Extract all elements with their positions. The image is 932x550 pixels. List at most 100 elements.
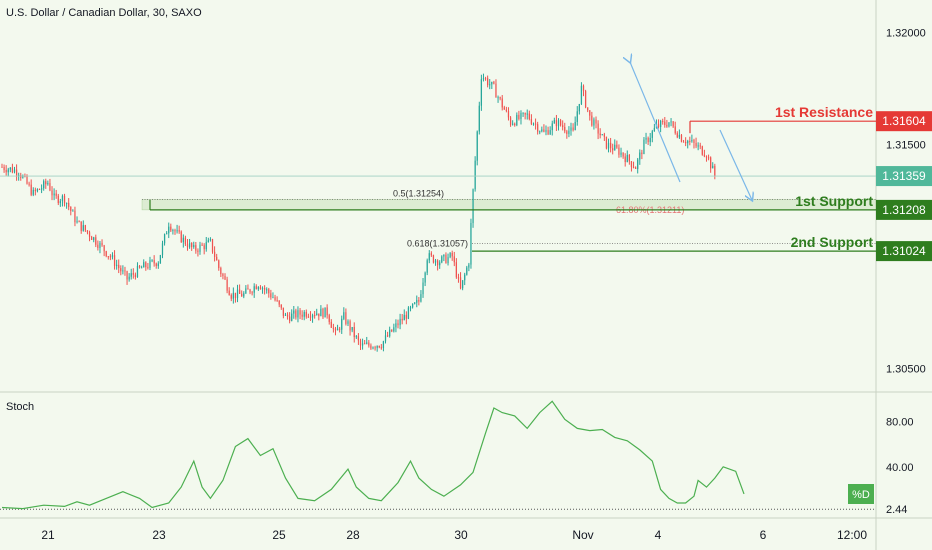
candle-body xyxy=(334,328,337,331)
candle-body xyxy=(676,133,678,138)
candle-body xyxy=(553,120,555,124)
candle-body xyxy=(11,167,14,173)
candle-body xyxy=(445,254,447,264)
candle-body xyxy=(710,157,712,169)
candle-body xyxy=(472,189,474,224)
candle-body xyxy=(143,262,145,268)
candle-body xyxy=(213,251,216,257)
candle-body xyxy=(641,152,643,155)
candle-body xyxy=(226,279,228,291)
candle-body xyxy=(193,245,195,247)
candle-body xyxy=(268,289,270,294)
candle-body xyxy=(424,272,426,283)
candle-body xyxy=(347,321,349,324)
candle-body xyxy=(95,237,97,245)
candle-body xyxy=(243,293,245,297)
candle-body xyxy=(101,242,103,246)
candle-body xyxy=(228,290,230,296)
candle-body xyxy=(24,176,26,178)
candle-body xyxy=(47,183,49,185)
candle-body xyxy=(138,265,141,268)
candle-body xyxy=(103,245,105,252)
candle-body xyxy=(649,137,651,143)
candle-body xyxy=(449,252,451,258)
candle-body xyxy=(712,165,714,169)
candle-body xyxy=(476,131,478,161)
stoch-title: Stoch xyxy=(6,401,35,413)
candle-body xyxy=(309,316,312,318)
candle-body xyxy=(607,142,610,149)
candle-body xyxy=(455,262,457,278)
candle-body xyxy=(174,230,176,232)
time-tick-label: Nov xyxy=(572,528,593,542)
candle-body xyxy=(422,282,424,295)
candle-body xyxy=(293,310,295,314)
candle-body xyxy=(324,307,326,318)
candle-body xyxy=(626,154,628,163)
candle-body xyxy=(632,166,635,168)
candle-body xyxy=(574,121,576,131)
time-tick-label: 28 xyxy=(346,528,360,542)
candle-body xyxy=(612,148,614,151)
candle-body xyxy=(72,210,74,212)
candle-body xyxy=(572,127,574,131)
candle-body xyxy=(562,125,564,128)
trend-arrow-down xyxy=(630,62,681,183)
candle-body xyxy=(666,124,668,127)
candle-body xyxy=(539,131,541,133)
candle-body xyxy=(322,308,324,318)
candle-body xyxy=(186,244,189,248)
candle-body xyxy=(703,154,706,157)
candle-body xyxy=(99,242,101,248)
candle-body xyxy=(439,262,441,266)
candle-body xyxy=(153,260,155,264)
candle-body xyxy=(341,318,343,330)
time-tick-label: 30 xyxy=(454,528,468,542)
time-tick-label: 25 xyxy=(272,528,286,542)
candle-body xyxy=(349,321,351,331)
time-axis: 21 23 25 28 30 Nov 4 6 12:00 xyxy=(41,528,867,542)
time-tick-label: 21 xyxy=(41,528,55,542)
candle-body xyxy=(255,286,257,290)
candle-body xyxy=(13,169,16,173)
candle-body xyxy=(420,294,422,302)
candle-body xyxy=(82,225,84,231)
candle-body xyxy=(136,265,139,277)
candle-body xyxy=(576,111,578,122)
level-price-value: 1.31604 xyxy=(882,114,926,128)
candle-body xyxy=(461,280,464,289)
level-price-badge xyxy=(876,241,932,262)
candle-body xyxy=(361,343,364,346)
candle-body xyxy=(389,329,391,337)
candle-body xyxy=(557,120,560,127)
candle-body xyxy=(222,274,224,276)
candle-body xyxy=(345,312,347,324)
candle-body xyxy=(61,195,64,202)
candle-body xyxy=(124,270,126,272)
level-name: 2nd Support xyxy=(791,234,874,250)
candle-body xyxy=(157,263,159,266)
price-tick-label: 1.30500 xyxy=(886,363,926,375)
fib-label: 0.5(1.31254) xyxy=(393,189,444,199)
candle-body xyxy=(259,286,262,290)
current-price-value: 1.31359 xyxy=(882,169,926,183)
candle-body xyxy=(570,127,572,131)
candle-body xyxy=(378,345,380,348)
candle-body xyxy=(497,97,499,99)
candle-body xyxy=(236,289,239,298)
candle-body xyxy=(443,254,445,257)
candle-body xyxy=(464,274,466,281)
candle-body xyxy=(284,314,287,316)
candle-body xyxy=(491,81,493,85)
candle-body xyxy=(230,295,232,299)
candle-body xyxy=(643,139,645,155)
candle-body xyxy=(578,103,580,112)
candle-body xyxy=(589,110,591,116)
candle-body xyxy=(28,183,30,185)
candle-body xyxy=(374,347,376,349)
candle-body xyxy=(678,134,681,138)
candle-body xyxy=(301,314,303,317)
candle-body xyxy=(286,314,289,317)
candle-body xyxy=(234,292,237,298)
